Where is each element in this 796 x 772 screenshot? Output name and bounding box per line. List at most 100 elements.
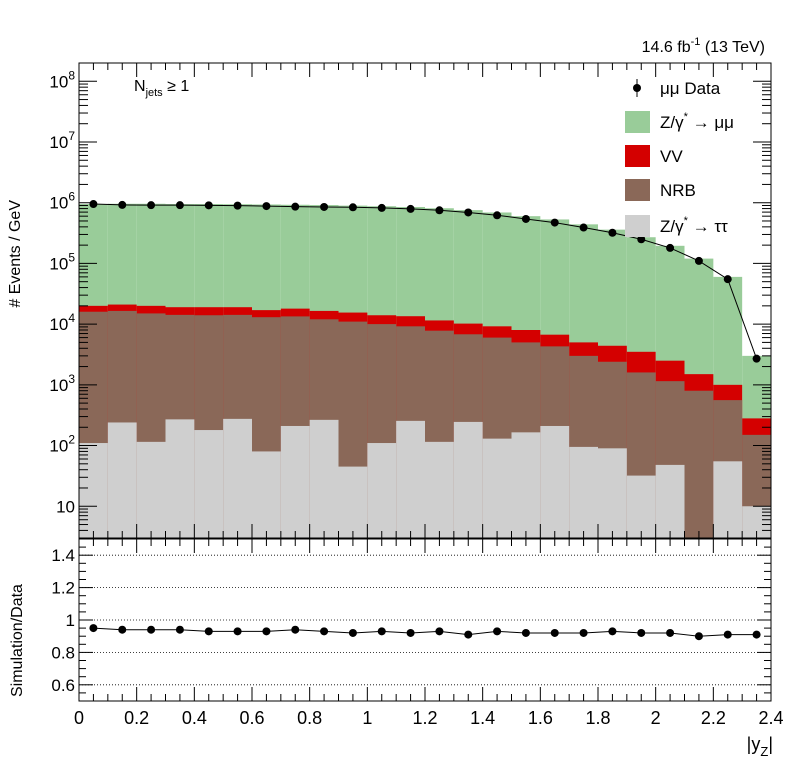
ytick-label: 106 (49, 190, 75, 213)
legend-label: NRB (660, 181, 696, 200)
legend-swatch (625, 215, 650, 237)
legend-label: Z/γ* → ττ (660, 215, 728, 236)
ratio-point (694, 632, 703, 641)
ratio-ytick-label: 1 (66, 611, 75, 630)
stack-bar-1-z (165, 419, 195, 538)
data-point (175, 201, 184, 210)
stack-bar-1-z (540, 425, 570, 538)
data-point (118, 200, 127, 209)
ratio-layer (89, 624, 761, 641)
stack-bar-1-z (223, 418, 252, 538)
ratio-point (233, 627, 242, 636)
ratio-point (752, 630, 761, 639)
ratio-point (435, 627, 444, 636)
legend-label: μμ Data (660, 79, 721, 98)
stack-bar-1-z (713, 461, 743, 538)
top-ylabel: # Events / GeV (7, 200, 24, 308)
ratio-point (377, 627, 386, 636)
data-point (694, 256, 703, 265)
ratio-point (637, 628, 646, 637)
ratio-point (175, 625, 184, 634)
data-point (464, 208, 473, 217)
legend: μμ Data Z/γ* → μμ VV NRB Z/γ* → ττ (625, 79, 734, 237)
stack-bar-1-z (598, 448, 627, 538)
xtick-label: 1.6 (528, 708, 553, 728)
stack-bar-1-z (453, 421, 483, 538)
bottom-ylabel: Simulation/Data (9, 584, 26, 697)
xtick-label: 1 (362, 708, 372, 728)
stack-bar-1-z (511, 432, 541, 538)
legend-label: Z/γ* → μμ (660, 111, 734, 132)
ratio-point (493, 627, 502, 636)
ytick-label: 107 (49, 129, 75, 152)
legend-swatch (625, 179, 650, 201)
stack-bar-1-z (396, 420, 425, 538)
ratio-point (666, 628, 675, 637)
data-point (262, 202, 271, 211)
data-layer (89, 200, 761, 363)
ytick-label: 10 (56, 497, 75, 516)
data-point (291, 202, 300, 211)
ytick-label: 108 (49, 68, 75, 91)
legend-marker (633, 84, 641, 92)
ratio-point (550, 628, 559, 637)
data-point (637, 235, 646, 244)
bottom-panel: 0.6 0.8 1 1.2 1.4 0 0.2 0.4 0.6 0.8 1 1.2 1.4 1.6 1.8 2… (9, 538, 784, 759)
ytick-label: 103 (49, 372, 75, 395)
data-point (89, 200, 98, 209)
xtick-label: 0 (74, 708, 84, 728)
top-frame (78, 62, 772, 539)
data-point (550, 218, 559, 227)
ytick-label: 102 (49, 433, 75, 456)
ratio-point (464, 630, 473, 639)
xtick-label: 1.8 (585, 708, 610, 728)
data-point (204, 201, 213, 210)
data-point (320, 202, 329, 211)
ytick-label: 104 (49, 311, 75, 334)
xtick-label: 2.2 (701, 708, 726, 728)
data-point (233, 201, 242, 210)
legend-swatch (625, 145, 650, 167)
stack-bar-1-z (569, 446, 598, 538)
ratio-ytick-label: 1.2 (51, 579, 75, 598)
ratio-point (320, 627, 329, 636)
bottom-frame (78, 538, 772, 702)
stack-bar-1-z (626, 475, 656, 538)
ratio-ytick-label: 0.6 (51, 676, 75, 695)
data-point (608, 228, 617, 237)
legend-label: VV (660, 147, 683, 166)
data-point (579, 223, 588, 232)
stack-bar-1-z (79, 443, 108, 538)
top-panel: 10 102 103 104 105 106 107 108 Njets ≥ 1 # Even… (7, 62, 772, 539)
stack-bar-1-z (280, 425, 310, 538)
stack-bar-1-z (136, 441, 166, 538)
ratio-point (723, 630, 732, 639)
ratio-point (147, 625, 156, 634)
xtick-label: 0.6 (239, 708, 264, 728)
ratio-line (93, 627, 757, 637)
ratio-point (89, 624, 98, 633)
xtick-label: 0.2 (124, 708, 149, 728)
xtick-label: 0.8 (297, 708, 322, 728)
stack-bar-1-z (655, 464, 685, 538)
ratio-grid (79, 554, 771, 686)
xtick-label: 1.2 (412, 708, 437, 728)
stack-bar-1-z (107, 422, 137, 538)
stack-bar-2-nrb (684, 390, 714, 538)
ratio-point (262, 627, 271, 636)
ratio-point (521, 628, 530, 637)
data-point (521, 214, 530, 223)
stack-bar-1-z (367, 443, 397, 538)
ratio-ytick-label: 0.8 (51, 643, 75, 662)
ratio-point (608, 627, 617, 636)
ratio-point (579, 628, 588, 637)
jets-annotation: Njets ≥ 1 (134, 78, 189, 99)
data-series-line (93, 203, 758, 359)
data-point (377, 203, 386, 212)
stack-bar-1-z (338, 466, 368, 538)
ratio-point (204, 627, 213, 636)
luminosity-label: 14.6 fb-1 (13 TeV) (642, 36, 765, 56)
ratio-ytick-label: 1.4 (51, 546, 75, 565)
data-point (348, 203, 357, 212)
